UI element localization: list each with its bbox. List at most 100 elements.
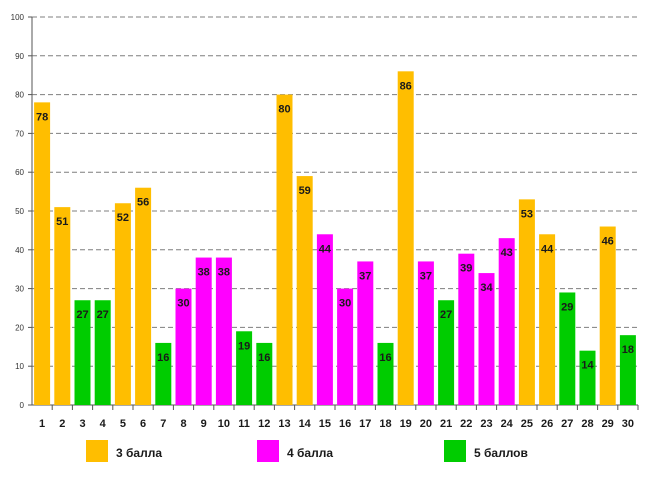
- bar: [478, 273, 495, 405]
- bar: [256, 342, 273, 405]
- x-tick-label: 13: [278, 418, 290, 430]
- bar-value-label: 14: [581, 360, 594, 372]
- x-tick-label: 23: [480, 418, 492, 430]
- y-tick-label: 50: [15, 207, 24, 216]
- legend: 3 балла 4 балла 5 баллов: [86, 440, 528, 462]
- bar: [498, 238, 515, 405]
- bar-value-label: 38: [198, 267, 210, 279]
- x-tick-label: 2: [59, 418, 65, 430]
- bar: [579, 350, 596, 405]
- x-tick-label: 8: [180, 418, 186, 430]
- x-tick-label: 17: [359, 418, 371, 430]
- x-tick-label: 24: [501, 418, 514, 430]
- x-tick-label: 29: [602, 418, 614, 430]
- legend-swatch: [86, 440, 108, 462]
- bar: [559, 292, 576, 405]
- bar: [619, 335, 636, 405]
- x-tick-label: 6: [140, 418, 146, 430]
- bar: [195, 257, 212, 405]
- y-tick-label: 0: [20, 401, 25, 410]
- y-tick-label: 40: [15, 246, 24, 255]
- bar-value-label: 38: [218, 267, 230, 279]
- bar-value-label: 27: [97, 309, 109, 321]
- bar-value-label: 39: [460, 263, 472, 275]
- bar-value-label: 86: [400, 80, 412, 92]
- bar-value-label: 29: [561, 301, 573, 313]
- bar: [135, 187, 152, 405]
- bar-value-label: 30: [339, 298, 351, 310]
- y-tick-label: 60: [15, 168, 24, 177]
- bar: [175, 288, 192, 405]
- bar: [377, 342, 394, 405]
- bar-value-label: 16: [379, 352, 391, 364]
- bar-value-label: 16: [157, 352, 169, 364]
- bar: [74, 300, 91, 405]
- legend-label: 5 баллов: [474, 446, 528, 460]
- bar-value-label: 44: [541, 243, 554, 255]
- bar: [114, 203, 131, 405]
- x-tick-label: 4: [100, 418, 107, 430]
- bar-value-label: 51: [56, 216, 68, 228]
- legend-label: 3 балла: [116, 446, 162, 460]
- x-tick-label: 21: [440, 418, 452, 430]
- grid: [32, 16, 638, 367]
- x-tick-label: 25: [521, 418, 533, 430]
- x-tick-label: 26: [541, 418, 553, 430]
- x-tick-label: 11: [238, 418, 250, 430]
- bar: [94, 300, 111, 405]
- bar-value-label: 52: [117, 212, 129, 224]
- bar-value-label: 27: [440, 309, 452, 321]
- bar: [54, 207, 71, 405]
- bar: [155, 342, 172, 405]
- x-axis: 1 2 3 4 5 6 7 8 9 10 11 12 13 14 15 16 17 18 19 20 21 22 23 24 2…: [39, 405, 639, 430]
- x-tick-label: 28: [581, 418, 593, 430]
- bar-value-label: 37: [420, 270, 432, 282]
- x-tick-label: 18: [379, 418, 391, 430]
- bar-value-label: 43: [501, 247, 513, 259]
- bar-value-label: 78: [36, 111, 48, 123]
- bar: [518, 199, 535, 405]
- bar: [276, 94, 293, 405]
- bar: [296, 176, 313, 405]
- bar-value-label: 18: [622, 344, 634, 356]
- bar: [397, 71, 414, 405]
- y-tick-label: 30: [15, 285, 24, 294]
- bar: [236, 331, 253, 405]
- bar: [34, 102, 51, 406]
- x-tick-label: 20: [420, 418, 432, 430]
- bar-value-label: 34: [480, 282, 493, 294]
- legend-label: 4 балла: [287, 446, 333, 460]
- bar: [316, 234, 333, 405]
- bar: [539, 234, 556, 405]
- x-tick-label: 19: [400, 418, 412, 430]
- bar-value-label: 30: [177, 298, 189, 310]
- bar: [438, 300, 455, 405]
- y-tick-label: 80: [15, 91, 24, 100]
- x-tick-label: 16: [339, 418, 351, 430]
- bar: [417, 261, 434, 405]
- y-tick-label: 10: [15, 362, 24, 371]
- legend-swatch: [444, 440, 466, 462]
- x-tick-label: 9: [201, 418, 207, 430]
- x-tick-label: 12: [258, 418, 270, 430]
- y-tick-label: 70: [15, 129, 24, 138]
- x-tick-label: 1: [39, 418, 45, 430]
- x-tick-label: 22: [460, 418, 472, 430]
- x-tick-label: 3: [79, 418, 85, 430]
- bar-value-label: 44: [319, 243, 332, 255]
- bar-value-label: 37: [359, 270, 371, 282]
- bars: 78 51 27 27 52 56 16 30 38 38 19 16 80 59 44 30 37 16 86 37…: [34, 71, 636, 406]
- x-tick-label: 27: [561, 418, 573, 430]
- x-tick-label: 10: [218, 418, 230, 430]
- x-tick-label: 30: [622, 418, 634, 430]
- bar: [599, 226, 616, 405]
- bar: [215, 257, 232, 405]
- bar-value-label: 80: [278, 104, 290, 116]
- bar-value-label: 16: [258, 352, 270, 364]
- bar: [458, 253, 475, 405]
- y-tick-label: 100: [11, 13, 25, 22]
- bar: [357, 261, 374, 405]
- bar-value-label: 53: [521, 208, 533, 220]
- legend-swatch: [257, 440, 279, 462]
